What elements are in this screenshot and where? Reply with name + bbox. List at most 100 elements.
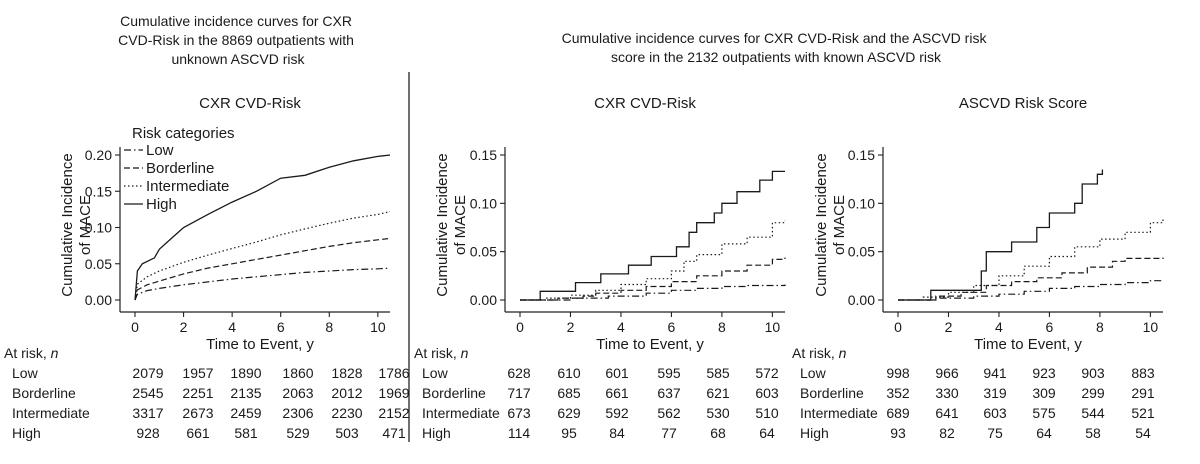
y-tick-label: 0.00 (85, 292, 112, 308)
x-tick-label: 10 (1143, 319, 1159, 335)
y-tick-label: 0.20 (85, 147, 112, 163)
at-risk-value: 603 (983, 405, 1007, 421)
at-risk-value: 1890 (230, 365, 261, 381)
chart-panel-2: CXR CVD-Risk 0.00 0.05 0.10 0.15 0 2 4 6 8 10 Time … (434, 95, 786, 353)
at-risk-value: 2545 (132, 385, 163, 401)
at-risk-value: 592 (605, 405, 629, 421)
chart-panel-3: ASCVD Risk Score 0.00 0.05 0.10 0.15 0 2 4 6 8 10 T… (813, 95, 1164, 353)
legend-label: Low (146, 142, 174, 159)
at-risk-value: 2673 (182, 405, 213, 421)
series-line-borderline (898, 257, 1164, 301)
x-tick-label: 4 (995, 319, 1003, 335)
at-risk-value: 309 (1032, 385, 1056, 401)
series-line-high (520, 170, 785, 301)
y-axis-label: Cumulative Incidenceof MACE (434, 153, 469, 296)
series-line-intermediate (520, 220, 786, 301)
at-risk-value: 628 (507, 365, 531, 381)
x-tick-label: 2 (567, 319, 575, 335)
at-risk-row-label: Intermediate (422, 405, 500, 421)
chart-title: CXR CVD-Risk (199, 95, 301, 112)
at-risk-value: 84 (609, 425, 625, 441)
at-risk-value: 928 (136, 425, 160, 441)
x-tick-label: 0 (516, 319, 524, 335)
x-axis-label: Time to Event, y (974, 336, 1082, 353)
y-tick-label: 0.10 (470, 195, 497, 211)
y-tick-label: 0.05 (470, 244, 497, 260)
at-risk-value: 581 (234, 425, 258, 441)
at-risk-value: 114 (508, 425, 531, 441)
series-line-intermediate (134, 211, 391, 301)
at-risk-value: 1957 (182, 365, 213, 381)
at-risk-row-label: Intermediate (800, 405, 878, 421)
y-tick-label: 0.15 (470, 147, 497, 163)
at-risk-value: 530 (706, 405, 730, 421)
series-line-borderline (134, 237, 391, 301)
at-risk-row-label: Low (12, 365, 39, 381)
at-risk-row-label: Low (422, 365, 449, 381)
at-risk-value: 503 (335, 425, 359, 441)
at-risk-value: 2012 (331, 385, 362, 401)
at-risk-value: 529 (286, 425, 310, 441)
at-risk-header: At risk, n (414, 345, 469, 361)
at-risk-value: 1860 (282, 365, 313, 381)
y-tick-label: 0.10 (85, 220, 112, 236)
series-line-high (134, 154, 391, 301)
at-risk-row-label: Borderline (12, 385, 76, 401)
at-risk-value: 661 (186, 425, 210, 441)
at-risk-row-label: Borderline (800, 385, 864, 401)
at-risk-table-1: At risk, n Low 2079 1957 1890 1860 1828 1786 Bor… (4, 345, 410, 441)
x-tick-label: 6 (1046, 319, 1054, 335)
x-axis-label: Time to Event, y (206, 336, 314, 353)
at-risk-table: At risk, n Low 2079 1957 1890 1860 1828 1786 Bor… (4, 345, 1155, 441)
x-tick-label: 0 (131, 319, 139, 335)
x-tick-label: 2 (180, 319, 188, 335)
at-risk-value: 95 (561, 425, 577, 441)
at-risk-value: 1828 (331, 365, 362, 381)
x-axis-label: Time to Event, y (596, 336, 704, 353)
at-risk-value: 629 (557, 405, 581, 421)
at-risk-value: 661 (605, 385, 629, 401)
y-tick-label: 0.00 (848, 292, 875, 308)
at-risk-row-label: Intermediate (12, 405, 90, 421)
x-tick-label: 6 (277, 319, 285, 335)
at-risk-value: 93 (890, 425, 906, 441)
series-line-low (520, 284, 786, 301)
series-line-low (898, 279, 1164, 301)
right-title: Cumulative incidence curves for CXR CVD-… (562, 30, 991, 65)
at-risk-value: 2230 (331, 405, 362, 421)
at-risk-value: 521 (1131, 405, 1155, 421)
y-tick-label: 0.05 (848, 244, 875, 260)
at-risk-value: 637 (657, 385, 681, 401)
at-risk-value: 998 (886, 365, 910, 381)
at-risk-value: 77 (661, 425, 677, 441)
at-risk-value: 291 (1131, 385, 1155, 401)
at-risk-value: 330 (935, 385, 959, 401)
at-risk-value: 610 (557, 365, 581, 381)
at-risk-value: 2251 (182, 385, 213, 401)
at-risk-value: 572 (755, 365, 779, 381)
y-tick-label: 0.10 (848, 195, 875, 211)
at-risk-value: 601 (605, 365, 629, 381)
legend: Risk categoriesLowBorderlineIntermediate… (124, 125, 235, 213)
at-risk-value: 58 (1085, 425, 1101, 441)
x-tick-label: 10 (370, 319, 386, 335)
at-risk-row-label: High (12, 425, 41, 441)
at-risk-value: 903 (1081, 365, 1105, 381)
at-risk-table-2: At risk, n Low 628 610 601 595 585 572 Borderlin… (414, 345, 779, 441)
at-risk-value: 2459 (230, 405, 261, 421)
at-risk-table-3: At risk, n Low 998 966 941 923 903 883 Borderlin… (792, 345, 1155, 441)
at-risk-value: 717 (507, 385, 531, 401)
y-tick-label: 0.05 (85, 256, 112, 272)
x-tick-label: 4 (617, 319, 625, 335)
at-risk-value: 1969 (378, 385, 409, 401)
y-tick-label: 0.15 (848, 147, 875, 163)
at-risk-row-label: Borderline (422, 385, 486, 401)
at-risk-value: 64 (1036, 425, 1052, 441)
at-risk-value: 510 (755, 405, 779, 421)
at-risk-value: 544 (1081, 405, 1105, 421)
at-risk-value: 3317 (132, 405, 163, 421)
at-risk-value: 319 (983, 385, 1007, 401)
at-risk-value: 68 (710, 425, 726, 441)
y-tick-label: 0.15 (85, 183, 112, 199)
